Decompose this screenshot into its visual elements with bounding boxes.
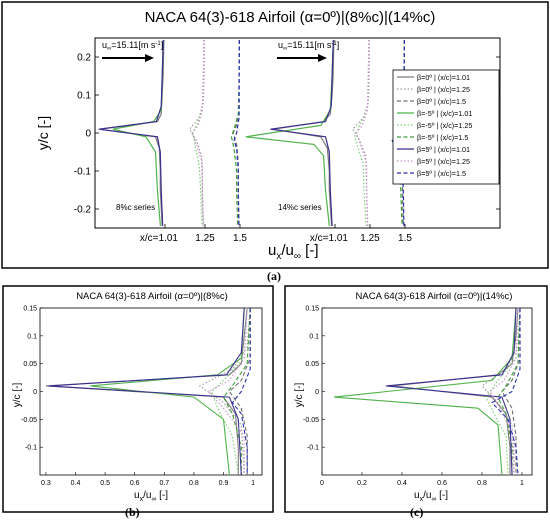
chart-b-title: NACA 64(3)-618 Airfoil (α=0º)|(8%c) (76, 291, 228, 302)
x-tick-label: 0.4 (71, 480, 81, 487)
y-tick-label: 0.2 (77, 53, 91, 64)
legend-label: β=-5º | (x/c)=1.01 (417, 109, 472, 118)
chart-a: NACA 64(3)-618 Airfoil (α=0º)|(8%c)|(14%… (1, 1, 549, 269)
chart-c-title: NACA 64(3)-618 Airfoil (α=0º)|(14%c) (356, 291, 513, 302)
series-line (273, 39, 335, 227)
series-line (355, 39, 370, 227)
series-line (352, 39, 370, 227)
series-line (270, 39, 334, 227)
series-line (391, 307, 519, 475)
x-tick-label: 0.5 (100, 480, 110, 487)
series-line (191, 39, 205, 227)
y-tick-label: 0 (33, 389, 37, 396)
chart-c: NACA 64(3)-618 Airfoil (α=0º)|(14%c) y/c… (284, 285, 548, 513)
series-line (99, 39, 164, 227)
y-tick-label: 0.1 (77, 91, 91, 102)
chart-b-xlabel: ux/u∞ [-] (134, 490, 168, 503)
y-tick-label: -0.2 (74, 205, 92, 216)
x-tick-label: 0.8 (189, 480, 199, 487)
series-line (233, 39, 240, 227)
x-tick-label: 0.4 (397, 480, 407, 487)
svg-text:u∞=15.11[m s-1]: u∞=15.11[m s-1] (102, 40, 163, 52)
series-line (45, 307, 248, 475)
legend-label: β=5º | (x/c)=1.01 (417, 145, 470, 154)
caption-c: (c) (410, 505, 424, 519)
y-tick-label: -0.05 (303, 417, 319, 424)
chart-b-frame (2, 285, 274, 513)
chart-a-ylabel: y/c [-] (35, 116, 51, 150)
y-tick-label: 0 (85, 129, 91, 140)
y-tick-label: 0 (315, 389, 319, 396)
x-tick-label: x/c=1.01 (140, 233, 179, 244)
y-tick-label: -0.1 (25, 445, 37, 452)
x-tick-label: 1 (520, 480, 524, 487)
y-tick-label: 0.05 (23, 361, 37, 368)
y-tick-label: 0.15 (305, 306, 319, 313)
x-tick-label: 0.7 (159, 480, 169, 487)
legend-label: β=5º | (x/c)=1.25 (417, 157, 470, 166)
chart-c-xlabel: ux/u∞ [-] (414, 490, 448, 503)
legend-label: β=5º | (x/c)=1.5 (417, 169, 466, 178)
y-tick-label: 0.05 (305, 361, 319, 368)
group-label-14pc: 14%c series (278, 203, 322, 212)
series-line (489, 307, 519, 475)
series-line (228, 308, 251, 475)
svg-text:u∞=15.11[m s-1]: u∞=15.11[m s-1] (278, 40, 339, 52)
freestream-annotation-8pc: u∞=15.11[m s-1] (102, 40, 163, 52)
y-tick-label: -0.1 (307, 445, 319, 452)
x-tick-label: 0 (320, 480, 324, 487)
series-line (231, 308, 251, 475)
group-label-8pc: 8%c series (116, 203, 155, 212)
x-tick-label: 0.8 (477, 480, 487, 487)
legend-label: β=0º | (x/c)=1.01 (417, 73, 470, 82)
chart-b: NACA 64(3)-618 Airfoil (α=0º)|(8%c) y/c … (2, 285, 274, 513)
freestream-annotation-14pc: u∞=15.11[m s-1] (278, 40, 339, 52)
x-tick-label: x/c=1.01 (310, 233, 349, 244)
series-line (90, 307, 245, 476)
chart-b-plot-area (39, 307, 263, 476)
chart-a-legend: β=0º | (x/c)=1.01 β=0º | (x/c)=1.25 β=0º |… (392, 69, 500, 185)
x-tick-label: 1.5 (233, 233, 247, 244)
freestream-arrow-14pc (277, 54, 327, 62)
legend-label: β=0º | (x/c)=1.25 (417, 85, 470, 94)
x-tick-label: 1.5 (398, 233, 412, 244)
series-line (333, 307, 517, 476)
caption-b: (b) (125, 505, 140, 519)
x-tick-label: 0.6 (130, 480, 140, 487)
caption-a: (a) (267, 269, 281, 283)
chart-a-xlabel: ux/u∞ [-] (268, 242, 319, 262)
chart-a-title: NACA 64(3)-618 Airfoil (α=0º)|(8%c)|(14%… (145, 9, 436, 26)
series-line (385, 307, 517, 476)
x-tick-label: 0.3 (41, 480, 51, 487)
legend-label: β=0º | (x/c)=1.5 (417, 97, 466, 106)
series-line (192, 39, 205, 227)
series-line (245, 39, 334, 227)
chart-a-frame (1, 1, 549, 269)
freestream-arrow-8pc (102, 54, 154, 62)
x-tick-label: 1.25 (195, 233, 215, 244)
x-tick-label: 1 (251, 480, 255, 487)
legend-label: β=-5º | (x/c)=1.25 (417, 121, 472, 130)
y-tick-label: 0.15 (23, 306, 37, 313)
series-line (112, 39, 164, 227)
x-tick-label: 0.9 (219, 480, 229, 487)
series-line (222, 307, 251, 475)
y-tick-label: 0.1 (309, 333, 319, 340)
series-line (198, 307, 251, 476)
chart-b-ylabel: y/c [-] (12, 383, 23, 408)
x-tick-label: 1.25 (360, 233, 380, 244)
chart-c-ylabel: y/c [-] (294, 383, 305, 408)
y-tick-label: 0.1 (27, 333, 37, 340)
series-line (48, 307, 245, 476)
x-tick-label: 0.6 (437, 480, 447, 487)
series-line (491, 308, 521, 476)
y-tick-label: -0.05 (21, 417, 37, 424)
chart-c-frame (284, 285, 548, 513)
y-tick-label: -0.1 (74, 167, 92, 178)
legend-label: β=-5º | (x/c)=1.5 (417, 133, 468, 142)
series-line (207, 307, 248, 475)
series-line (481, 307, 521, 476)
x-tick-label: 0.2 (357, 480, 367, 487)
